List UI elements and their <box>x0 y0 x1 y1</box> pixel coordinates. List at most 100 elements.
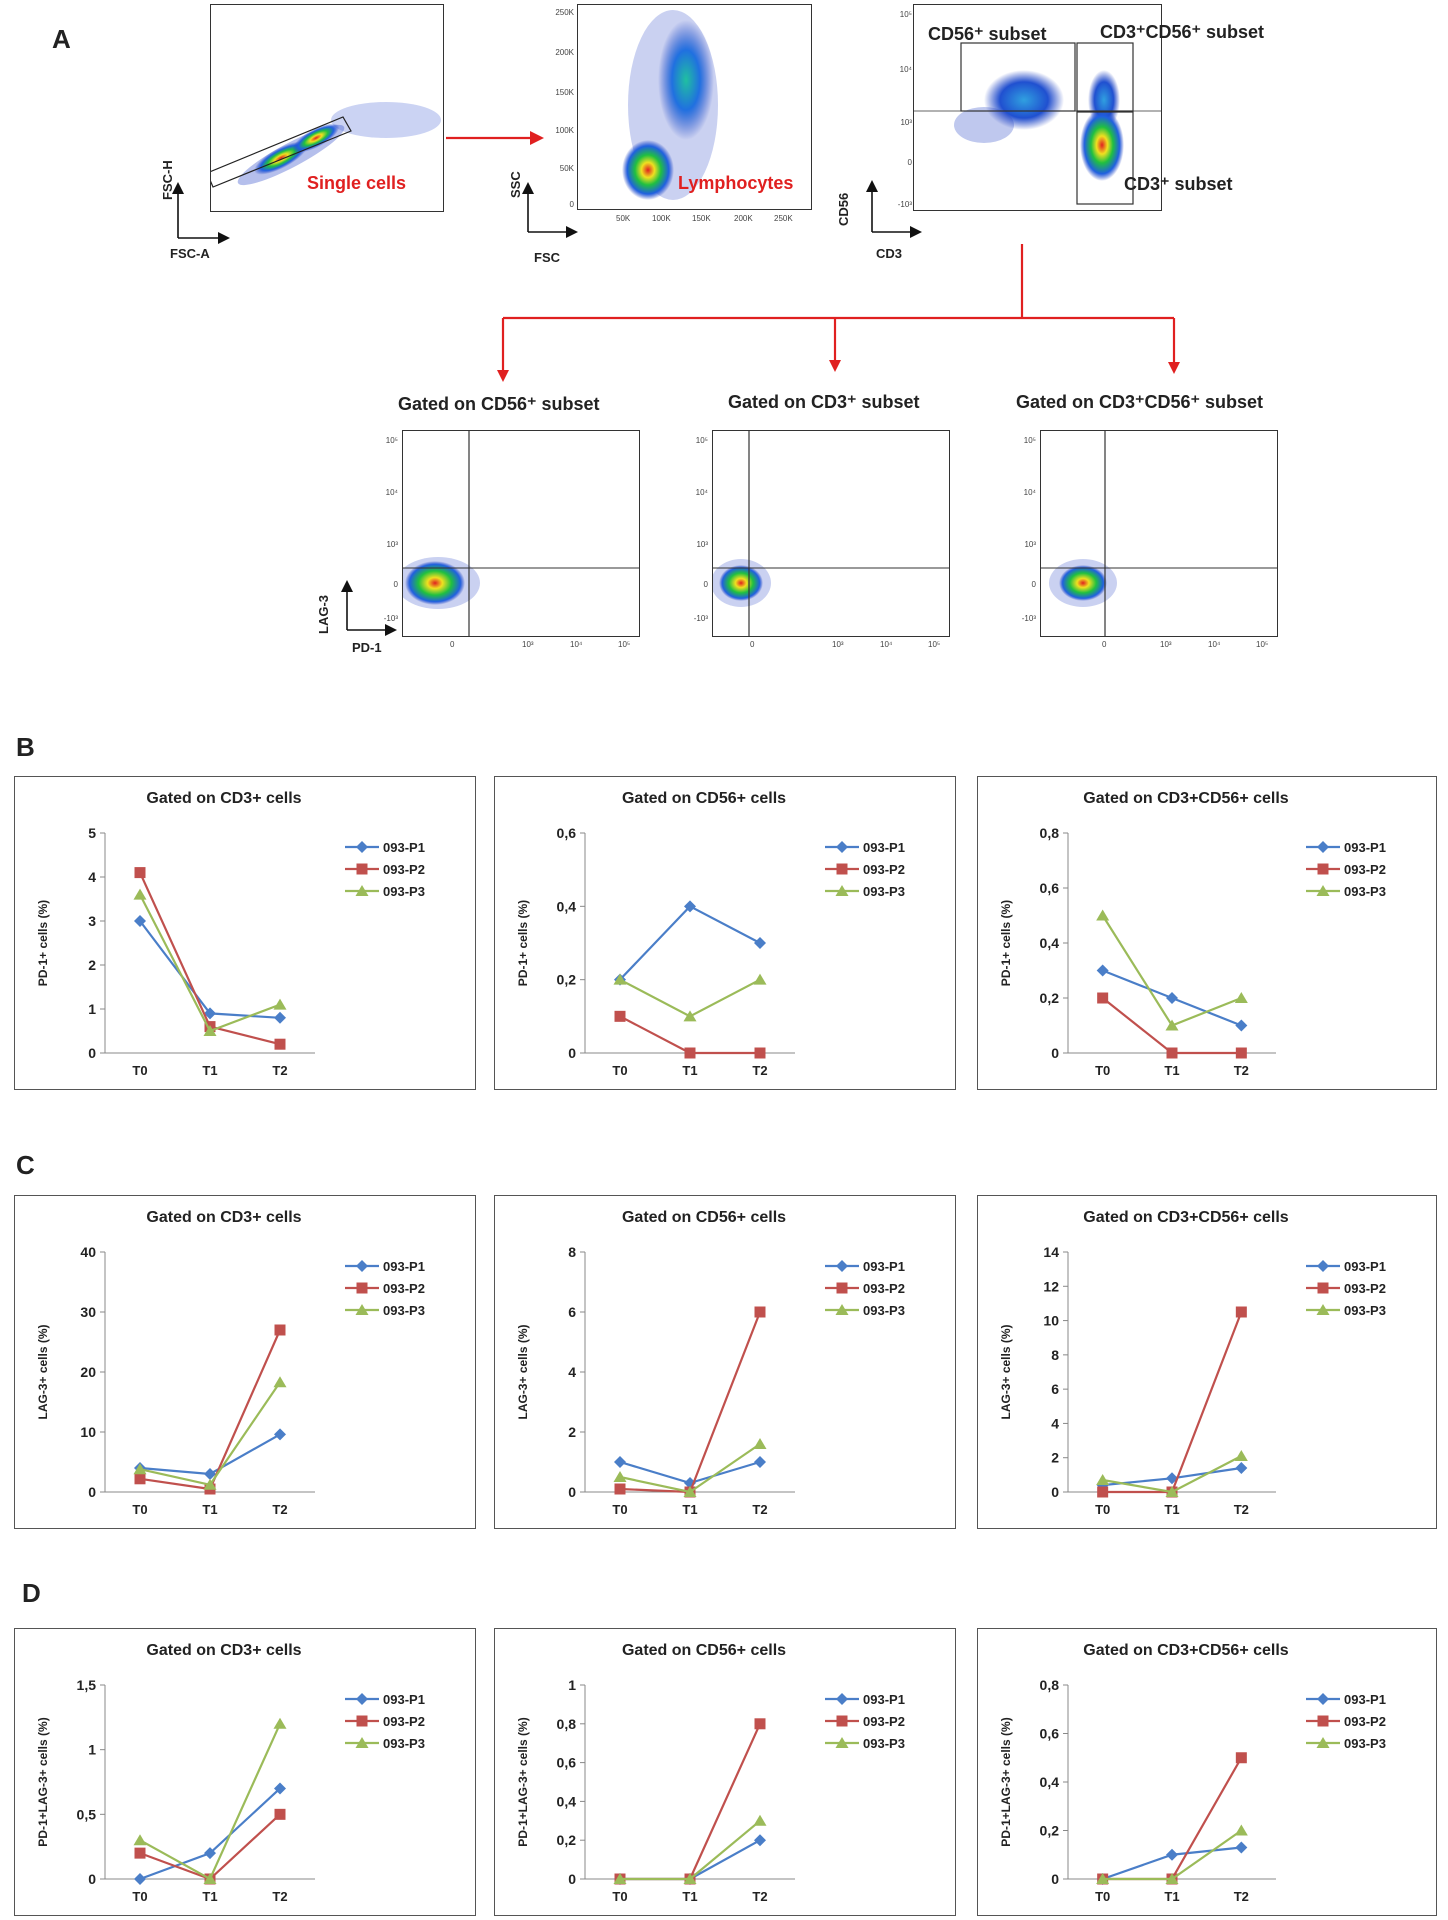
y-tick-label: 0,5 <box>77 1806 97 1822</box>
legend-marker <box>356 1715 368 1727</box>
gated-title-cd56: Gated on CD56⁺ subset <box>398 394 600 414</box>
legend-marker <box>1317 1693 1329 1705</box>
axis-label-cd3: CD3 <box>876 246 903 261</box>
x-tick-label: T0 <box>612 1502 627 1517</box>
y-axis-label: LAG-3+ cells (%) <box>516 1324 530 1419</box>
legend-marker <box>1317 841 1329 853</box>
ytick: 10⁵ <box>1023 436 1036 445</box>
legend-marker <box>1316 1737 1330 1748</box>
data-point-093-P1 <box>204 1847 216 1860</box>
legend-marker <box>836 1715 848 1727</box>
y-tick-label: 1 <box>88 1001 96 1017</box>
ytick: 10³ <box>386 540 398 549</box>
ytick: -10³ <box>693 614 708 623</box>
data-point-093-P3 <box>613 973 627 985</box>
xtick: 100K <box>652 214 671 223</box>
data-point-093-P1 <box>754 937 766 949</box>
legend-label: 093-P2 <box>1344 1281 1386 1296</box>
legend-label: 093-P1 <box>1344 1259 1386 1274</box>
axis-label-fsc-h: FSC-H <box>160 160 175 200</box>
data-point-093-P3 <box>683 1873 697 1884</box>
xtick: 10⁴ <box>1208 640 1221 649</box>
legend-marker <box>836 863 848 875</box>
data-point-093-P3 <box>273 1376 287 1388</box>
legend-marker <box>356 1282 368 1294</box>
data-point-093-P1 <box>274 1428 286 1441</box>
data-point-093-P1 <box>274 1782 286 1795</box>
data-point-093-P2 <box>614 1483 626 1495</box>
x-tick-label: T1 <box>682 1502 697 1517</box>
xtick: 10⁴ <box>880 640 893 649</box>
y-tick-label: 10 <box>80 1424 96 1440</box>
legend-label: 093-P1 <box>863 840 905 855</box>
y-tick-label: 2 <box>1051 1450 1059 1466</box>
x-tick-label: T0 <box>612 1063 627 1078</box>
gated-cd3cd56-ticks: 10⁵ 10⁴ 10³ 0 -10³ 0 10³ 10⁴ 10⁵ <box>1010 436 1310 656</box>
gated-cd3-ticks: 10⁵ 10⁴ 10³ 0 -10³ 0 10³ 10⁴ 10⁵ <box>682 436 982 656</box>
y-tick-label: 2 <box>568 1424 576 1440</box>
y-tick-label: 0 <box>1051 1871 1059 1887</box>
data-point-093-P3 <box>1165 1486 1179 1497</box>
data-point-093-P2 <box>274 1808 286 1820</box>
y-tick-label: 1,5 <box>77 1677 97 1693</box>
series-line-093-P2 <box>139 1329 282 1491</box>
data-point-093-P2 <box>754 1047 766 1059</box>
y-tick-label: 2 <box>88 957 96 973</box>
y-tick-label: 4 <box>568 1364 576 1380</box>
ytick: 250K <box>555 8 574 17</box>
y-tick-label: 0,8 <box>1040 825 1060 841</box>
series-line-093-P2 <box>1102 1311 1243 1494</box>
data-point-093-P2 <box>1097 1486 1109 1498</box>
lymphocytes-yticks: 250K 200K 150K 100K 50K 0 <box>540 8 574 209</box>
y-tick-label: 10 <box>1043 1313 1059 1329</box>
data-point-093-P3 <box>273 1717 287 1729</box>
cd3-subset-label: CD3⁺ subset <box>1124 174 1233 194</box>
legend-label: 093-P3 <box>863 1303 905 1318</box>
legend-label: 093-P1 <box>383 840 425 855</box>
x-tick-label: T2 <box>752 1063 767 1078</box>
y-tick-label: 0 <box>88 1871 96 1887</box>
legend-label: 093-P1 <box>863 1692 905 1707</box>
ytick: -10³ <box>1021 614 1036 623</box>
data-point-093-P2 <box>754 1718 766 1730</box>
legend-label: 093-P2 <box>383 1714 425 1729</box>
legend-marker <box>355 1304 369 1315</box>
ytick: 50K <box>559 164 574 173</box>
chart-title: Gated on CD3+CD56+ cells <box>1083 1209 1289 1226</box>
data-point-093-P1 <box>1235 1462 1248 1474</box>
gated-title-cd3cd56: Gated on CD3⁺CD56⁺ subset <box>1016 392 1264 412</box>
data-point-093-P1 <box>274 1011 286 1024</box>
data-point-093-P1 <box>204 1007 216 1020</box>
xtick: 10⁵ <box>928 640 941 649</box>
ytick: 100K <box>555 126 574 135</box>
legend-label: 093-P1 <box>383 1692 425 1707</box>
ytick: -10³ <box>897 200 912 209</box>
data-point-093-P2 <box>614 1010 626 1022</box>
x-tick-label: T0 <box>1095 1502 1110 1517</box>
data-point-093-P3 <box>613 1471 627 1482</box>
legend-marker <box>836 1282 848 1294</box>
y-tick-label: 0 <box>1051 1484 1059 1500</box>
chart-c3: Gated on CD3+CD56+ cells 0 2 4 6 8 10 12 14 T0 T1 T… <box>977 1195 1437 1529</box>
series-line-093-P1 <box>619 904 761 981</box>
x-tick-label: T0 <box>612 1889 627 1904</box>
y-tick-label: 0,8 <box>557 1716 577 1732</box>
y-tick-label: 0,8 <box>1040 1677 1060 1693</box>
data-point-093-P1 <box>1166 992 1178 1004</box>
x-tick-label: T0 <box>132 1063 147 1078</box>
ytick: 200K <box>555 48 574 57</box>
y-tick-label: 0,6 <box>557 1755 577 1771</box>
axis-label-fsc: FSC <box>534 250 560 265</box>
data-point-093-P2 <box>1097 992 1109 1004</box>
y-tick-label: 4 <box>88 869 96 885</box>
data-point-093-P2 <box>134 1847 146 1859</box>
y-tick-label: 0,4 <box>1040 1774 1060 1790</box>
x-tick-label: T0 <box>1095 1063 1110 1078</box>
ytick: 10³ <box>900 118 912 127</box>
chart-title: Gated on CD3+ cells <box>146 1642 301 1659</box>
xtick: 0 <box>1102 640 1107 649</box>
data-point-093-P2 <box>134 867 146 879</box>
series-line-093-P3 <box>620 1819 761 1881</box>
x-tick-label: T1 <box>1164 1063 1179 1078</box>
ytick: 10⁵ <box>385 436 398 445</box>
